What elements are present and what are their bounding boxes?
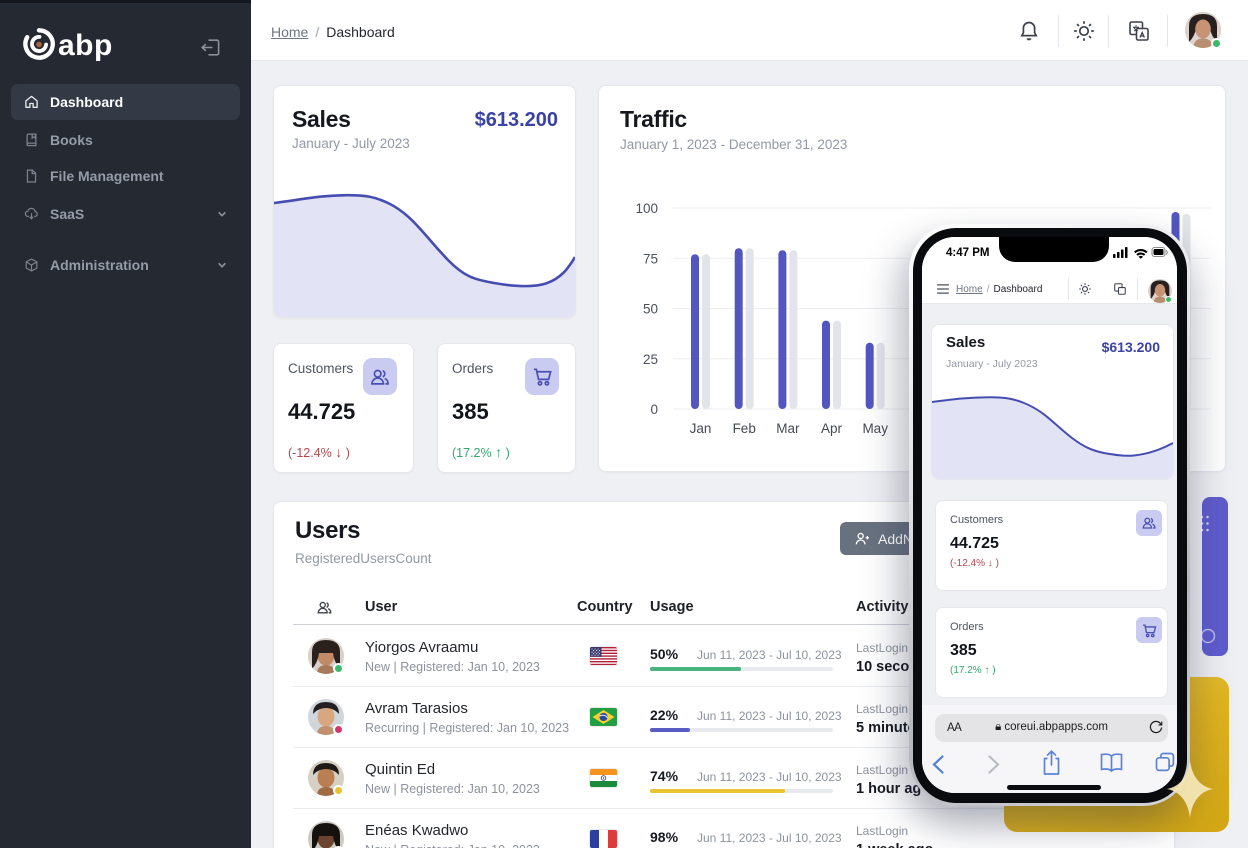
svg-text:0: 0 [650,402,658,417]
svg-text:100: 100 [635,201,658,216]
svg-text:Mar: Mar [776,421,800,436]
svg-text:Apr: Apr [821,421,843,436]
svg-text:Jan: Jan [690,421,712,436]
svg-text:25: 25 [643,352,658,367]
svg-text:75: 75 [643,251,658,266]
svg-text:May: May [862,421,888,436]
svg-text:Feb: Feb [733,421,756,436]
svg-text:50: 50 [643,302,658,317]
